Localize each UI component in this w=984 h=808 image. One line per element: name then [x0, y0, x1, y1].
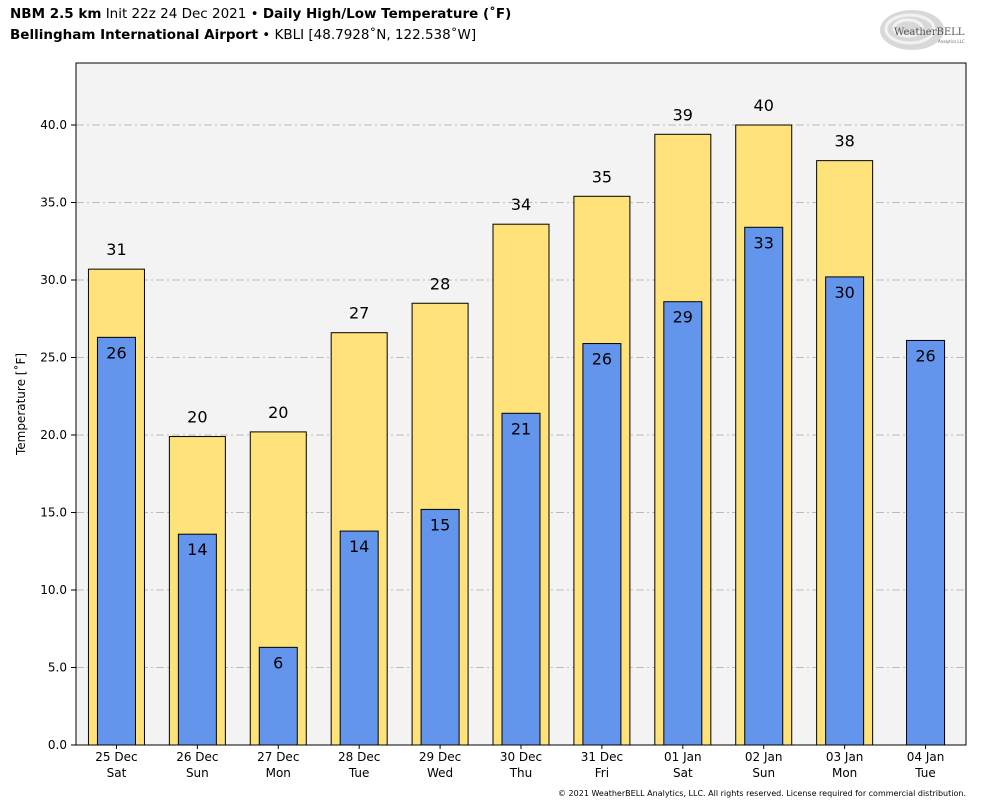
x-tick-day: Tue — [914, 766, 936, 780]
init-time: Init 22z 24 Dec 2021 — [105, 6, 247, 22]
low-temp-label: 26 — [592, 350, 612, 369]
x-tick-date: 01 Jan — [664, 750, 702, 764]
x-tick-day: Tue — [348, 766, 370, 780]
high-temp-label: 20 — [187, 408, 207, 427]
x-tick-date: 26 Dec — [176, 750, 218, 764]
y-tick-label: 10.0 — [40, 583, 67, 597]
y-tick-label: 40.0 — [40, 118, 67, 132]
y-tick-label: 0.0 — [48, 738, 67, 752]
copyright-notice: © 2021 WeatherBELL Analytics, LLC. All r… — [558, 789, 966, 798]
x-tick-day: Fri — [595, 766, 609, 780]
separator: • — [262, 27, 271, 43]
x-tick-date: 28 Dec — [338, 750, 380, 764]
x-tick-date: 31 Dec — [581, 750, 623, 764]
x-tick-date: 02 Jan — [745, 750, 783, 764]
separator: • — [250, 6, 259, 22]
high-temp-label: 28 — [430, 274, 450, 293]
low-temp-bar — [339, 530, 379, 746]
chart-title-line-1: NBM 2.5 km Init 22z 24 Dec 2021 • Daily … — [10, 6, 511, 22]
weatherbell-logo-icon: WeatherBELL Analytics LLC — [880, 10, 965, 50]
logo-sub: Analytics LLC — [938, 39, 965, 44]
x-tick-day: Sat — [673, 766, 693, 780]
high-temp-label: 39 — [673, 105, 693, 124]
x-tick-date: 03 Jan — [826, 750, 864, 764]
high-temp-label: 20 — [268, 403, 288, 422]
low-temp-label: 14 — [349, 537, 369, 556]
station-name: Bellingham International Airport — [10, 27, 258, 43]
x-tick-day: Sun — [186, 766, 209, 780]
low-temp-label: 21 — [511, 419, 531, 438]
low-temp-bar — [663, 301, 703, 746]
high-temp-label: 34 — [511, 195, 531, 214]
low-temp-label: 6 — [273, 653, 283, 672]
x-tick-day: Sat — [107, 766, 127, 780]
y-axis: 0.0 5.0 10.0 15.0 20.0 25.0 30.0 35.0 40.0 — [40, 118, 76, 752]
y-axis-title: Temperature [˚F] — [13, 353, 28, 456]
y-tick-label: 20.0 — [40, 428, 67, 442]
y-tick-label: 35.0 — [40, 196, 67, 210]
y-tick-label: 30.0 — [40, 273, 67, 287]
station-info: KBLI [48.7928˚N, 122.538˚W] — [274, 27, 477, 43]
low-temp-bar — [258, 646, 298, 746]
low-temp-label: 14 — [187, 540, 207, 559]
low-temp-bar — [177, 533, 217, 746]
low-temp-label: 26 — [106, 343, 126, 362]
y-tick-label: 15.0 — [40, 506, 67, 520]
x-tick-day: Wed — [427, 766, 453, 780]
low-temp-bar — [906, 339, 946, 746]
low-temp-bar — [96, 336, 136, 746]
chart-title-line-2: Bellingham International Airport • KBLI … — [10, 27, 476, 43]
low-temp-bar — [501, 412, 541, 746]
high-temp-label: 27 — [349, 304, 369, 323]
model-name: NBM 2.5 km — [10, 6, 102, 22]
x-tick-date: 04 Jan — [907, 750, 945, 764]
low-temp-bar — [582, 343, 622, 746]
x-axis: 25 Dec Sat 26 Dec Sun 27 Dec Mon 28 Dec Tue 29 D… — [95, 745, 944, 780]
y-tick-label: 5.0 — [48, 661, 67, 675]
x-tick-date: 29 Dec — [419, 750, 461, 764]
low-temp-label: 29 — [673, 308, 693, 327]
low-temp-label: 30 — [834, 283, 854, 302]
low-temp-label: 15 — [430, 515, 450, 534]
y-tick-label: 25.0 — [40, 351, 67, 365]
product-name: Daily High/Low Temperature (˚F) — [262, 6, 512, 22]
logo-brand: WeatherBELL — [894, 27, 965, 38]
low-temp-bar — [420, 508, 460, 746]
x-tick-date: 30 Dec — [500, 750, 542, 764]
x-tick-date: 25 Dec — [95, 750, 137, 764]
high-temp-label: 35 — [592, 167, 612, 186]
x-tick-day: Mon — [266, 766, 291, 780]
high-temp-label: 38 — [834, 132, 854, 151]
bar-labels: 31 26 20 14 20 6 27 14 28 15 34 21 35 26 39 29 40 33 38 30 2… — [106, 96, 935, 672]
x-tick-day: Mon — [832, 766, 857, 780]
x-tick-day: Thu — [509, 766, 533, 780]
low-temp-label: 26 — [915, 346, 935, 365]
low-temp-label: 33 — [754, 233, 774, 252]
high-temp-label: 40 — [754, 96, 774, 115]
x-tick-date: 27 Dec — [257, 750, 299, 764]
low-temp-bar — [744, 226, 784, 746]
bars — [87, 124, 946, 746]
x-tick-day: Sun — [752, 766, 775, 780]
high-temp-label: 31 — [106, 240, 126, 259]
low-temp-bar — [825, 276, 865, 746]
